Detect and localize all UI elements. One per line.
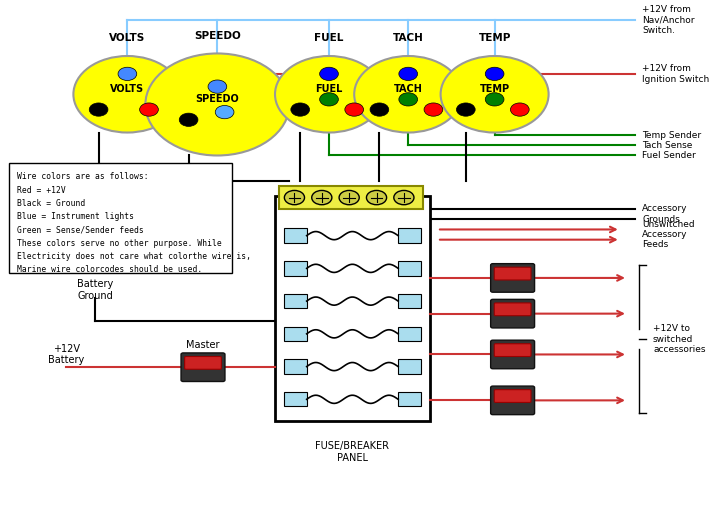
Text: SPEEDO: SPEEDO — [196, 95, 240, 104]
Bar — [398, 229, 422, 243]
Text: Battery
Ground: Battery Ground — [77, 279, 113, 301]
Bar — [284, 294, 306, 308]
Text: Green = Sense/Sender feeds: Green = Sense/Sender feeds — [17, 225, 144, 234]
Circle shape — [510, 103, 529, 116]
Circle shape — [208, 80, 226, 93]
Text: +12V to
switched
accessories: +12V to switched accessories — [653, 324, 705, 354]
FancyBboxPatch shape — [181, 353, 225, 381]
Text: +12V from
Nav/Anchor
Switch.: +12V from Nav/Anchor Switch. — [642, 5, 695, 35]
Bar — [284, 327, 306, 341]
Bar — [279, 186, 423, 209]
Circle shape — [291, 103, 309, 116]
Circle shape — [215, 105, 234, 119]
Bar — [284, 359, 306, 374]
Circle shape — [179, 113, 198, 126]
Circle shape — [275, 56, 383, 133]
FancyBboxPatch shape — [494, 344, 531, 357]
Circle shape — [118, 67, 137, 81]
FancyBboxPatch shape — [494, 267, 531, 280]
Circle shape — [424, 103, 443, 116]
Text: Accessory
Grounds: Accessory Grounds — [642, 205, 688, 224]
Circle shape — [90, 103, 108, 116]
Circle shape — [440, 56, 549, 133]
Text: FUEL: FUEL — [315, 84, 343, 94]
Text: Wire colors are as follows:: Wire colors are as follows: — [17, 172, 149, 181]
Text: TEMP: TEMP — [480, 84, 510, 94]
Text: Marine wire colorcodes should be used.: Marine wire colorcodes should be used. — [17, 265, 202, 274]
Text: SPEEDO: SPEEDO — [194, 31, 241, 41]
Text: Unswitched
Accessory
Feeds: Unswitched Accessory Feeds — [642, 219, 695, 249]
Text: +12V from
Ignition Switch: +12V from Ignition Switch — [642, 64, 710, 84]
Bar — [9, 163, 232, 273]
Circle shape — [320, 67, 339, 81]
Text: TACH: TACH — [394, 84, 423, 94]
Text: These colors serve no other purpose. While: These colors serve no other purpose. Whi… — [17, 238, 222, 248]
FancyBboxPatch shape — [491, 299, 534, 328]
FancyBboxPatch shape — [185, 357, 221, 369]
Circle shape — [320, 93, 339, 106]
Circle shape — [366, 190, 387, 205]
Circle shape — [456, 103, 475, 116]
Text: VOLTS: VOLTS — [109, 33, 146, 43]
Circle shape — [146, 53, 290, 156]
Text: +12V
Battery: +12V Battery — [48, 344, 84, 365]
Text: FUEL: FUEL — [314, 33, 344, 43]
FancyBboxPatch shape — [491, 386, 534, 415]
Circle shape — [394, 190, 414, 205]
Text: Fuel Sender: Fuel Sender — [642, 151, 696, 160]
Bar — [275, 196, 430, 421]
Text: VOLTS: VOLTS — [111, 84, 144, 94]
Bar — [398, 261, 422, 276]
FancyBboxPatch shape — [491, 340, 534, 369]
Circle shape — [345, 103, 363, 116]
FancyBboxPatch shape — [491, 264, 534, 292]
Text: TEMP: TEMP — [478, 33, 511, 43]
FancyBboxPatch shape — [494, 303, 531, 316]
Bar — [284, 261, 306, 276]
Circle shape — [399, 93, 418, 106]
Bar — [398, 392, 422, 407]
Text: Temp Sender: Temp Sender — [642, 131, 701, 140]
Text: Master: Master — [186, 340, 220, 351]
Circle shape — [399, 67, 418, 81]
Bar — [284, 229, 306, 243]
Text: FUSE/BREAKER
PANEL: FUSE/BREAKER PANEL — [315, 441, 389, 463]
Circle shape — [140, 103, 159, 116]
Text: Tach Sense: Tach Sense — [642, 141, 692, 150]
Bar — [284, 392, 306, 407]
Circle shape — [285, 190, 304, 205]
Text: Blue = Instrument lights: Blue = Instrument lights — [17, 212, 134, 221]
FancyBboxPatch shape — [494, 390, 531, 402]
Bar — [398, 294, 422, 308]
Bar — [398, 327, 422, 341]
Circle shape — [355, 56, 462, 133]
Text: Red = +12V: Red = +12V — [17, 186, 66, 195]
Text: TACH: TACH — [393, 33, 424, 43]
Circle shape — [74, 56, 181, 133]
Bar — [398, 359, 422, 374]
Circle shape — [486, 67, 504, 81]
Circle shape — [339, 190, 359, 205]
Circle shape — [370, 103, 389, 116]
Circle shape — [486, 93, 504, 106]
Circle shape — [312, 190, 332, 205]
Text: Electricity does not care what colorthe wire is,: Electricity does not care what colorthe … — [17, 252, 251, 261]
Text: Black = Ground: Black = Ground — [17, 199, 85, 208]
